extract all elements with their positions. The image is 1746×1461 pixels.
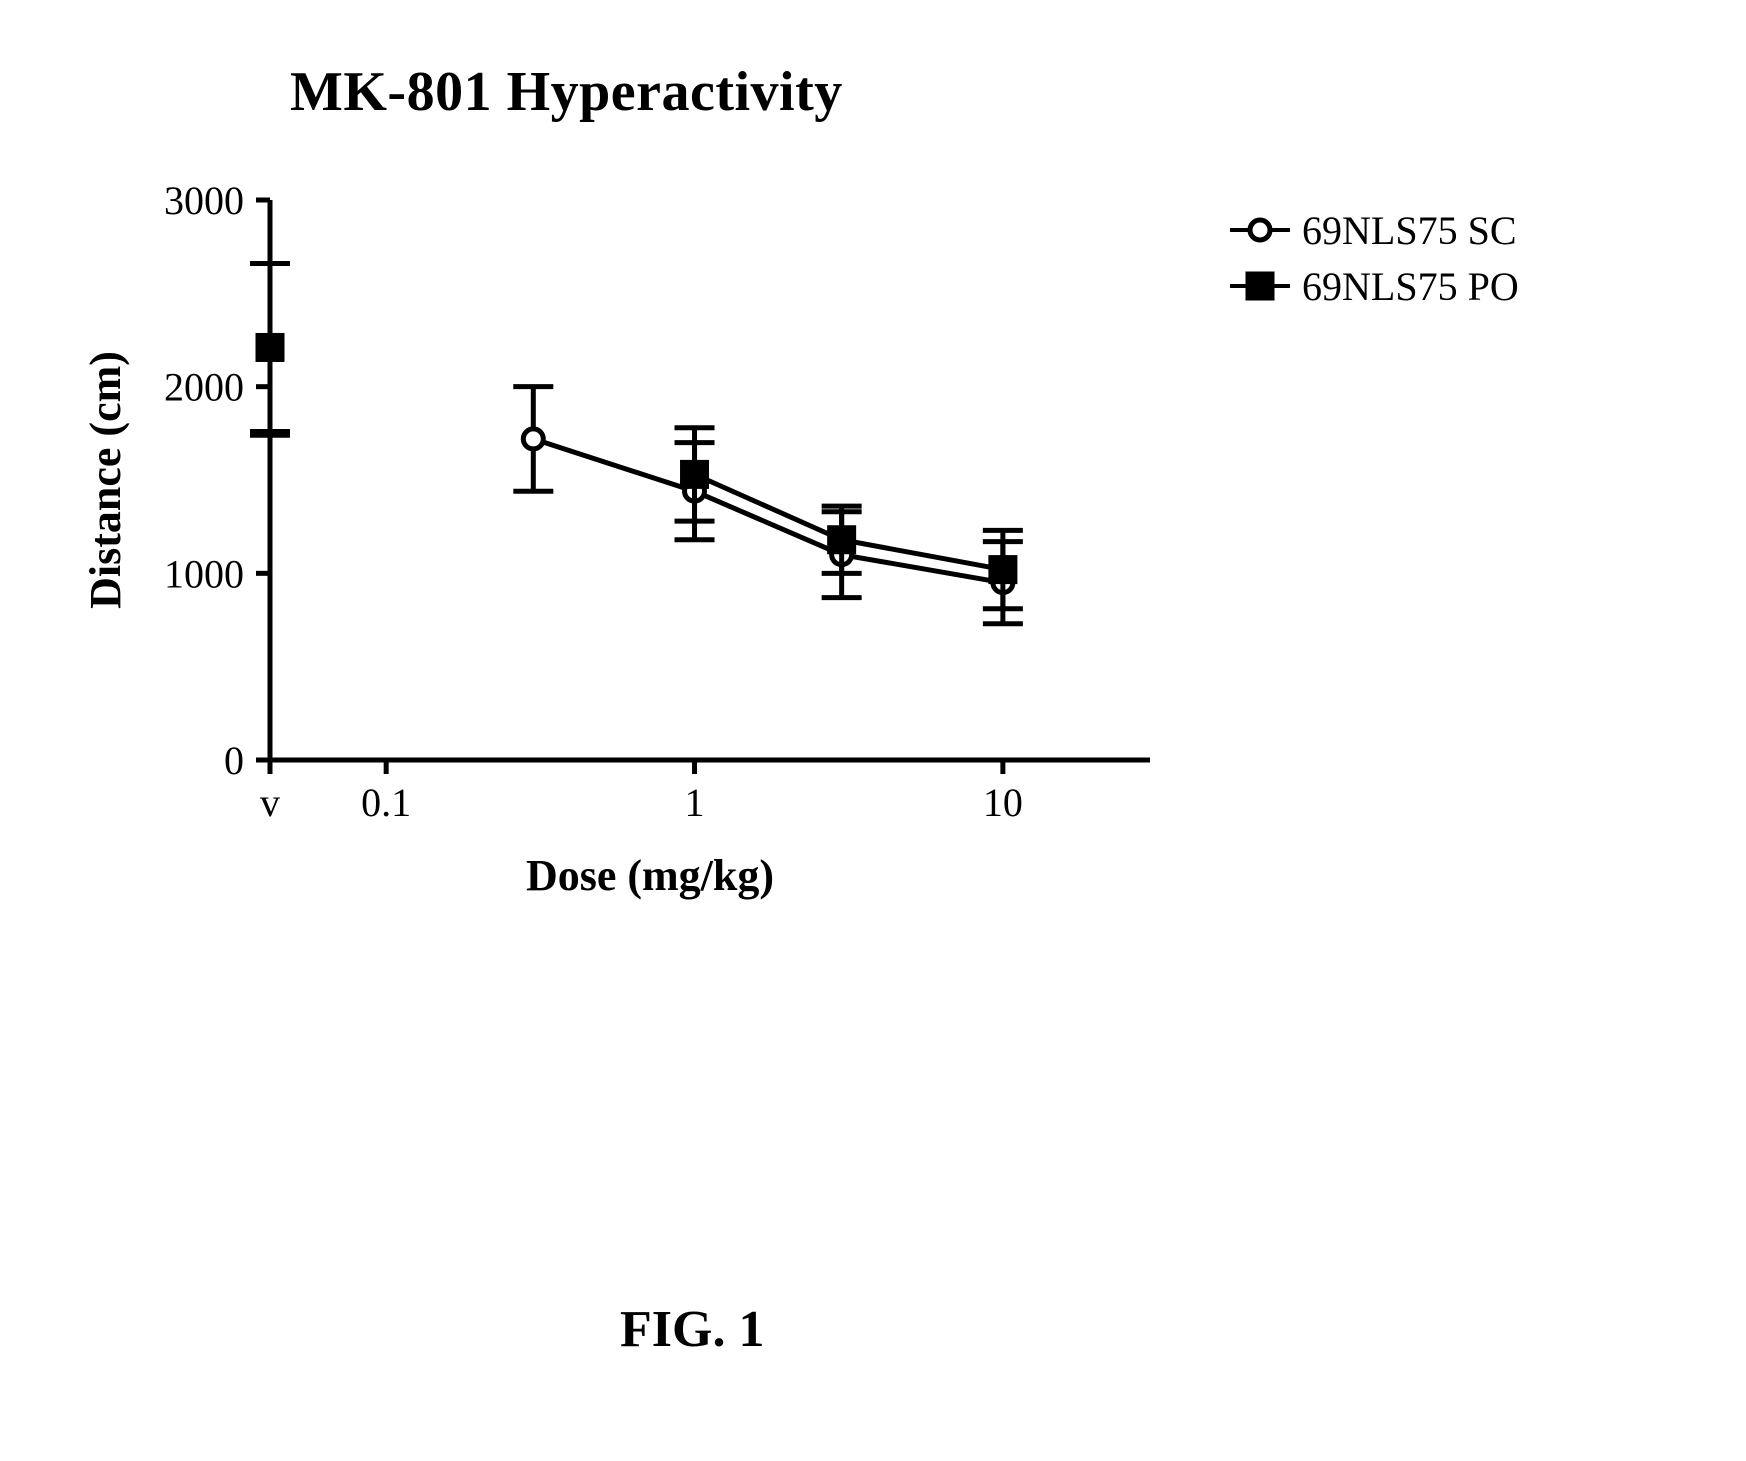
page: MK-801 Hyperactivity 0 1000 2000 3000 v 0.1 1 1… — [0, 0, 1746, 1461]
chart-area: 0 1000 2000 3000 v 0.1 1 10 Distance (cm) Dose (m… — [60, 140, 1660, 900]
chart-title: MK-801 Hyperactivity — [290, 60, 843, 124]
legend-label: 69NLS75 PO — [1302, 264, 1519, 309]
chart-svg: 0 1000 2000 3000 v 0.1 1 10 Distance (cm) Dose (m… — [60, 140, 1660, 900]
y-tick-label: 2000 — [164, 365, 244, 410]
series-0 — [250, 263, 1023, 623]
y-tick-label: 1000 — [164, 551, 244, 596]
legend-item: 69NLS75 PO — [1230, 264, 1519, 309]
legend-label: 69NLS75 SC — [1302, 208, 1517, 253]
series-1 — [250, 263, 1023, 608]
legend-item: 69NLS75 SC — [1230, 208, 1517, 253]
y-axis-label: Distance (cm) — [81, 351, 130, 609]
y-tick-label: 0 — [224, 738, 244, 783]
figure-caption: FIG. 1 — [620, 1300, 764, 1359]
x-tick-label: 10 — [983, 780, 1023, 825]
x-tick-label: v — [260, 780, 280, 825]
x-tick-label: 0.1 — [361, 780, 411, 825]
x-axis-label: Dose (mg/kg) — [526, 851, 774, 900]
x-tick-label: 1 — [685, 780, 705, 825]
y-tick-label: 3000 — [164, 178, 244, 223]
